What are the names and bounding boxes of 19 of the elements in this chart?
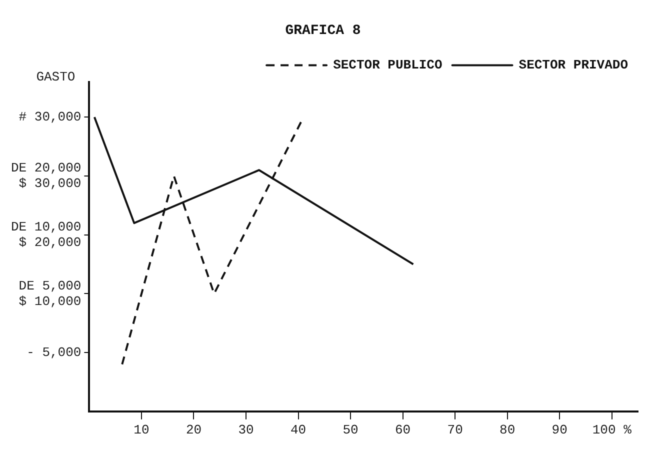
chart-title: GRAFICA 8 bbox=[285, 22, 361, 39]
x-tick-label: 60 bbox=[395, 422, 411, 438]
legend-label: SECTOR PUBLICO bbox=[333, 58, 442, 73]
x-tick-label: 20 bbox=[186, 422, 202, 438]
y-axis-title: GASTO bbox=[36, 70, 76, 85]
x-tick-label: 70 bbox=[447, 422, 463, 438]
x-tick-label: 30 bbox=[238, 422, 254, 438]
category-label: - 5,000 bbox=[26, 344, 82, 360]
x-tick-label: 80 bbox=[500, 422, 516, 438]
category-label: DE 10,000 $ 20,000 bbox=[10, 219, 82, 250]
legend-label: SECTOR PRIVADO bbox=[518, 58, 628, 73]
category-label: # 30,000 bbox=[18, 110, 82, 125]
category-label: DE 5,000 $ 10,000 bbox=[18, 278, 82, 309]
x-tick-label: 100 % bbox=[592, 422, 632, 438]
x-tick-label: 10 bbox=[134, 422, 150, 438]
x-tick-label: 90 bbox=[552, 422, 568, 438]
x-tick-label: 50 bbox=[342, 422, 358, 438]
category-label: DE 20,000 $ 30,000 bbox=[10, 160, 82, 192]
x-tick-label: 40 bbox=[290, 422, 306, 438]
